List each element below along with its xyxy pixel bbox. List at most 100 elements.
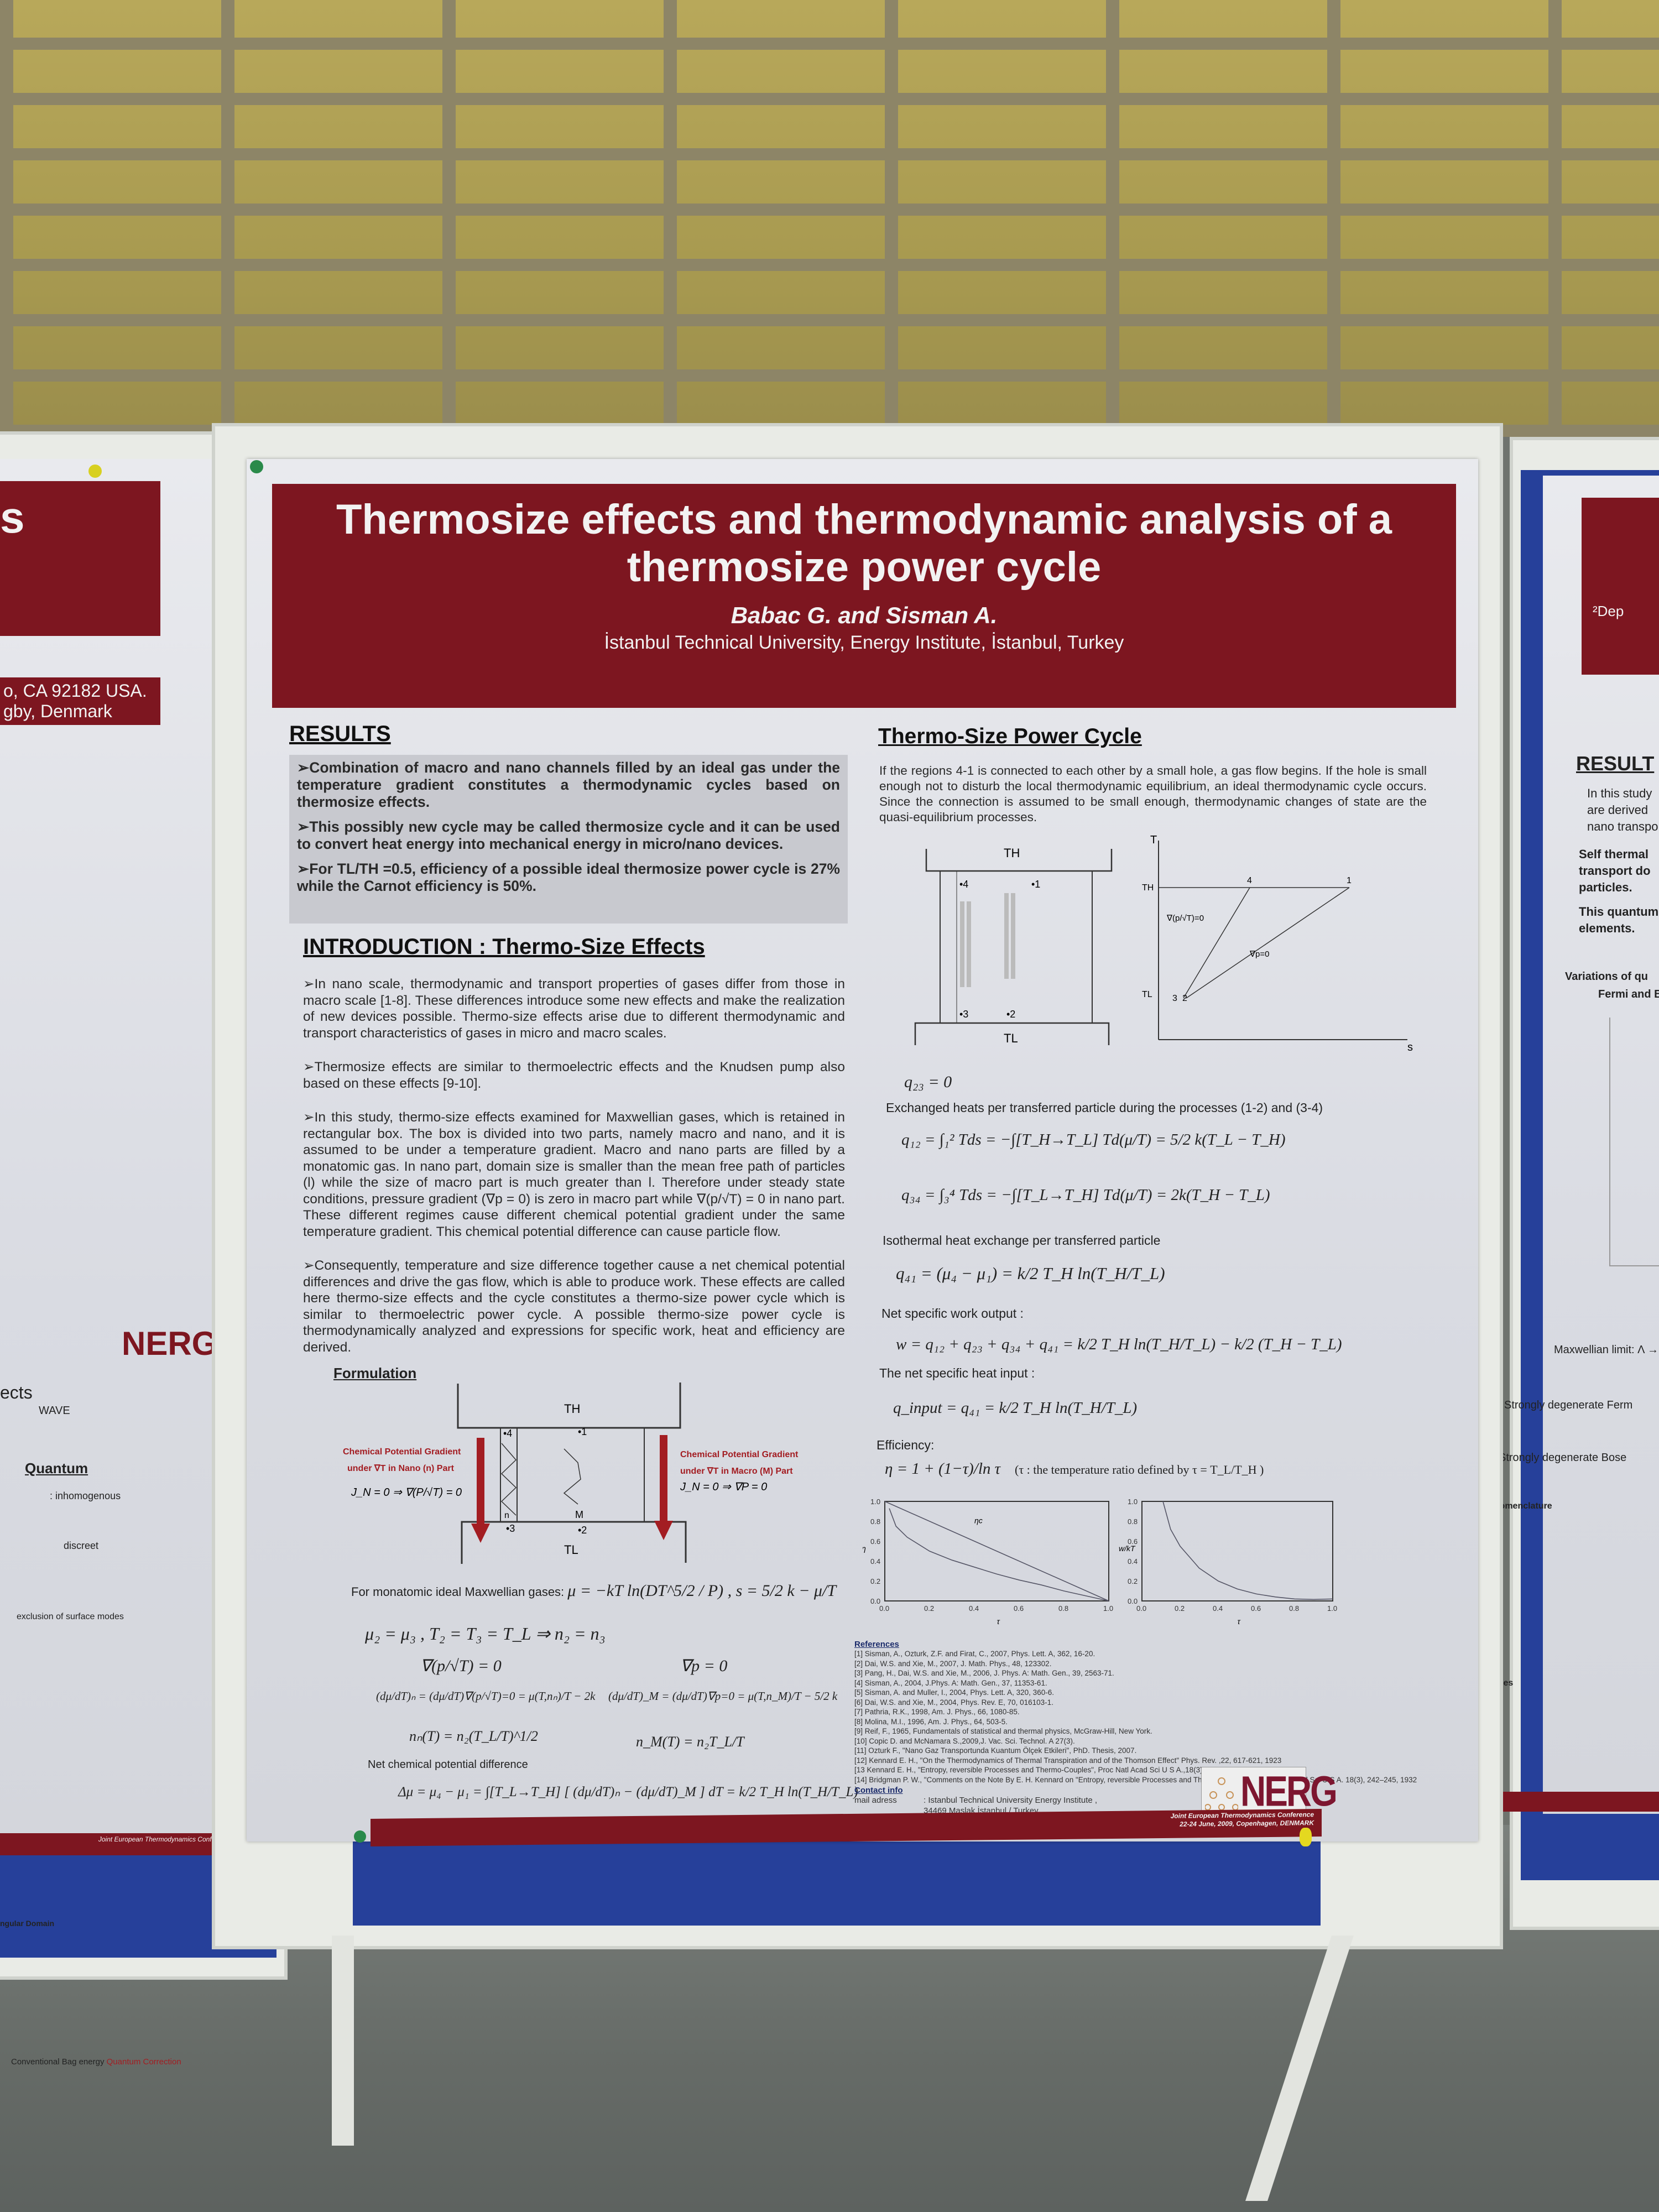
reference-item: [5] Sisman, A. and Muller, I., 2004, Phy… (854, 1688, 1054, 1697)
push-pin (88, 465, 102, 478)
results-box: ➢Combination of macro and nano channels … (289, 755, 848, 924)
x-tick-label: 0.0 (1136, 1604, 1146, 1613)
svg-text:•2: •2 (578, 1525, 587, 1536)
svg-text:•1: •1 (1031, 879, 1040, 890)
svg-text:1: 1 (1347, 876, 1352, 885)
right-maxwell-label: Maxwellian limit: Λ → (1554, 1344, 1658, 1356)
intro-body: ➢In nano scale, thermodynamic and transp… (303, 976, 845, 1355)
push-pin (250, 460, 263, 473)
work-equation: w = q₁₂ + q₂₃ + q₃₄ + q₄₁ = k/2 T_H ln(T… (896, 1335, 1342, 1353)
x-tick-label: 0.2 (924, 1604, 934, 1613)
up-flow-arrow (960, 901, 971, 987)
results-heading: RESULTS (289, 722, 391, 746)
left-surface-label: exclusion of surface modes (17, 1612, 124, 1621)
y-tick-label: 0.4 (870, 1557, 880, 1566)
reference-item: [12] Kennard E. H., "On the Thermodynami… (854, 1756, 1282, 1765)
x-tick-label: 0.4 (969, 1604, 979, 1613)
cycle-box-diagram: TH TL •4 •1 •3 •2 (914, 846, 1113, 1045)
svg-text:∇(p/√T)=0: ∇(p/√T)=0 (1166, 914, 1204, 923)
nano-channel-zigzag (500, 1443, 517, 1516)
reference-item: [4] Sisman, A., 2004, J.Phys. A: Math. G… (854, 1678, 1047, 1687)
q12-equation: q₁₂ = ∫₁² Tds = −∫[T_H→T_L] Td(μ/T) = 5/… (901, 1131, 1286, 1149)
carnot-annotation: ηc (974, 1516, 983, 1525)
svg-text:s: s (1407, 1041, 1413, 1053)
right-results-bullets: Self thermal transport do particles. This q… (1579, 847, 1659, 935)
y-tick-label: 0.0 (870, 1597, 880, 1605)
contact-row: mail adress: Istanbul Technical Universi… (854, 1795, 1319, 1806)
x-tick-label: 0.4 (1213, 1604, 1223, 1613)
cycle-heading: Thermo-Size Power Cycle (878, 724, 1142, 748)
y-axis-label: η (863, 1544, 866, 1553)
macro-dmu-equation: (dμ/dT)_M = (dμ/dT)∇p=0 = μ(T,n_M)/T − 5… (608, 1689, 838, 1703)
svg-text:•3: •3 (959, 1009, 968, 1020)
svg-text:TL: TL (564, 1543, 578, 1557)
nano-macro-diagram: TH TL •4 •1 •3 •2 n M Chemical Potential… (343, 1383, 799, 1564)
chart-1: 0.0 0.2 0.4 0.6 0.8 1.0 0.0 0.2 0.4 0.6 0.8 1.0 τ η ηc (863, 1498, 1113, 1626)
series-line-2 (889, 1508, 1109, 1601)
left-conventional-label: Conventional Bag energy Quantum Correcti… (11, 2057, 181, 2067)
down-arrow-icon (654, 1521, 673, 1540)
intro-paragraph: ➢In nano scale, thermodynamic and transp… (303, 977, 845, 1041)
results-item: ➢Combination of macro and nano channels … (297, 759, 840, 810)
heat-input-label: The net specific heat input : (879, 1366, 1035, 1380)
equal-state-equation: μ₂ = μ₃ , T₂ = T₃ = T_L ⇒ n₂ = n₃ (365, 1624, 606, 1644)
reference-item: [9] Reif, F., 1965, Fundamentals of stat… (854, 1727, 1152, 1735)
x-tick-label: 0.6 (1251, 1604, 1261, 1613)
x-tick-label: 0.8 (1289, 1604, 1299, 1613)
svg-text:4: 4 (1247, 876, 1252, 885)
y-tick-label: 0.0 (1128, 1597, 1138, 1605)
poster-title: Thermosize effects and thermodynamic ana… (336, 496, 1392, 591)
right-arrow-shaft (660, 1435, 667, 1524)
reference-item: [2] Dai, W.S. and Xie, M., 2007, J. Math… (854, 1659, 1052, 1668)
reference-item: [8] Molina, M.I., 1996, Am. J. Phys., 64… (854, 1717, 1008, 1726)
left-inhomo-label: : inhomogenous (50, 1490, 121, 1501)
left-poster-section: ects (0, 1383, 33, 1402)
svg-text:TH: TH (1004, 846, 1020, 860)
svg-text:n: n (504, 1511, 509, 1520)
right-poster-title: ²Dep (1593, 603, 1624, 619)
nano-density-equation: nₙ(T) = n₂(T_L/T)^1/2 (409, 1728, 538, 1744)
net-chemical-label: Net chemical potential difference (368, 1759, 528, 1771)
svg-text:3: 3 (1172, 994, 1177, 1003)
reference-item: [6] Dai, W.S. and Xie, M., 2004, Phys. R… (854, 1698, 1053, 1707)
x-tick-label: 0.6 (1014, 1604, 1024, 1613)
delta-mu-equation: Δμ = μ₄ − μ₁ = ∫[T_L→T_H] [ (dμ/dT)ₙ − (… (398, 1785, 858, 1799)
svg-text:J_N = 0 ⇒ ∇P = 0: J_N = 0 ⇒ ∇P = 0 (680, 1481, 767, 1493)
right-results-heading: RESULT (1576, 752, 1655, 775)
plot-frame (884, 1501, 1109, 1601)
right-chart-title: Variations of qu Fermi and B (1565, 971, 1659, 1000)
contact-label: mail adress (854, 1796, 897, 1805)
poster-header: Thermosize effects and thermodynamic ana… (272, 484, 1456, 708)
heat-input-equation: q_input = q₄₁ = k/2 T_H ln(T_H/T_L) (893, 1399, 1138, 1417)
cycle-diagrams: TH TL •4 •1 •3 •2 T s TH TL 4 1 3 2 ∇(p/… (914, 834, 1413, 1053)
left-discreet-label: discreet (64, 1540, 99, 1551)
board-leg-left (332, 1936, 354, 2146)
nano-dmu-equation: (dμ/dT)ₙ = (dμ/dT)∇(p/√T)=0 = μ(T,nₙ)/T … (376, 1689, 596, 1703)
chart-2: 0.0 0.2 0.4 0.6 0.8 1.0 0.0 0.2 0.4 0.6 0.8 1.0 τ w/k… (1119, 1498, 1337, 1626)
svg-text:2: 2 (1182, 994, 1187, 1003)
results-item: ➢For TL/TH =0.5, efficiency of a possibl… (297, 860, 840, 894)
svg-text:T: T (1150, 834, 1157, 846)
left-arrow-shaft (477, 1438, 484, 1526)
push-pin (354, 1830, 366, 1843)
particle-path (563, 1448, 581, 1505)
macro-density-equation: n_M(T) = n₂T_L/T (636, 1734, 744, 1750)
references-section: References [1] Sisman, A., Ozturk, Z.F. … (854, 1640, 1417, 1837)
right-results-text: In this study are derived nano transpo (1587, 786, 1658, 833)
left-poster-address: o, CA 92182 USA. gby, Denmark (0, 677, 160, 725)
x-axis-label: τ (997, 1617, 1000, 1626)
reference-item: [11] Ozturk F., "Nano Gaz Transportunda … (854, 1746, 1137, 1755)
down-flow-arrow (1004, 893, 1015, 979)
conference-info: Joint European Thermodynamics Conference… (1170, 1811, 1314, 1828)
efficiency-label: Efficiency: (877, 1438, 935, 1452)
left-poster-title: s (0, 493, 25, 542)
reference-item: [7] Pathria, R.K., 1998, Am. J. Phys., 6… (854, 1708, 1020, 1716)
y-axis-label: w/kT (1119, 1544, 1136, 1553)
efficiency-equation: η = 1 + (1−τ)/ln τ (885, 1460, 1001, 1478)
cycle-paragraph: If the regions 4-1 is connected to each … (879, 764, 1427, 824)
nerg-logo: NERG (1201, 1767, 1338, 1815)
svg-text:Chemical Potential Gradient: Chemical Potential Gradient (680, 1450, 799, 1459)
y-tick-label: 1.0 (870, 1498, 880, 1506)
main-board-blue-panel (353, 1834, 1321, 1926)
svg-text:TH: TH (1142, 883, 1154, 893)
